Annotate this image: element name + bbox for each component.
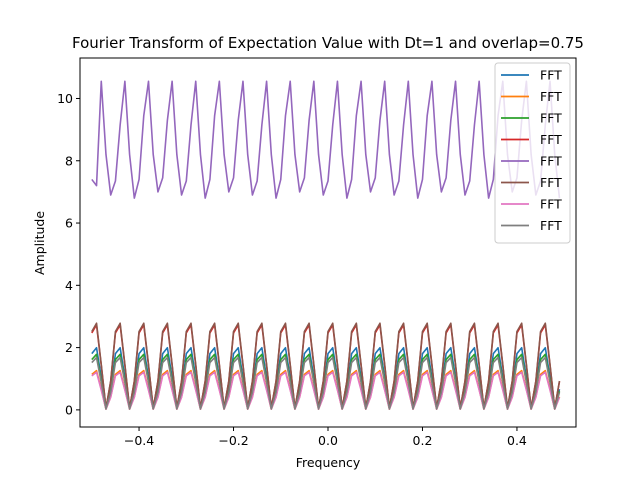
x-axis-title: Frequency [296, 455, 361, 470]
legend-box [494, 62, 571, 244]
y-tick-label: 6 [65, 216, 73, 231]
legend-label: FFT [540, 154, 562, 169]
chart-title: Fourier Transform of Expectation Value w… [72, 34, 584, 52]
x-tick-label: 0.4 [507, 433, 527, 448]
x-tick-label: −0.2 [218, 433, 248, 448]
y-axis-title: Amplitude [32, 211, 47, 275]
legend-label: FFT [540, 197, 562, 212]
legend-label: FFT [540, 132, 562, 147]
y-axis-ticks: 0 2 4 6 8 10 [57, 91, 80, 417]
y-tick-label: 0 [65, 402, 73, 417]
x-tick-label: −0.4 [124, 433, 154, 448]
x-tick-label: 0.2 [413, 433, 433, 448]
series-line-6 [91, 322, 561, 410]
series-line-8 [91, 356, 561, 410]
y-tick-label: 2 [65, 340, 73, 355]
series-line-5 [91, 80, 561, 199]
x-axis-ticks: −0.4 −0.2 0.0 0.2 0.4 [124, 427, 527, 448]
legend-label: FFT [540, 218, 562, 233]
y-tick-label: 4 [65, 278, 73, 293]
x-tick-label: 0.0 [318, 433, 338, 448]
y-tick-label: 8 [65, 153, 73, 168]
legend-label: FFT [540, 175, 562, 190]
legend-label: FFT [540, 111, 562, 126]
y-tick-label: 10 [57, 91, 73, 106]
plot-lines [91, 80, 561, 410]
legend-label: FFT [540, 89, 562, 104]
legend: FFT FFT FFT FFT FFT FFT FFT FFT [494, 62, 571, 244]
legend-label: FFT [540, 68, 562, 83]
